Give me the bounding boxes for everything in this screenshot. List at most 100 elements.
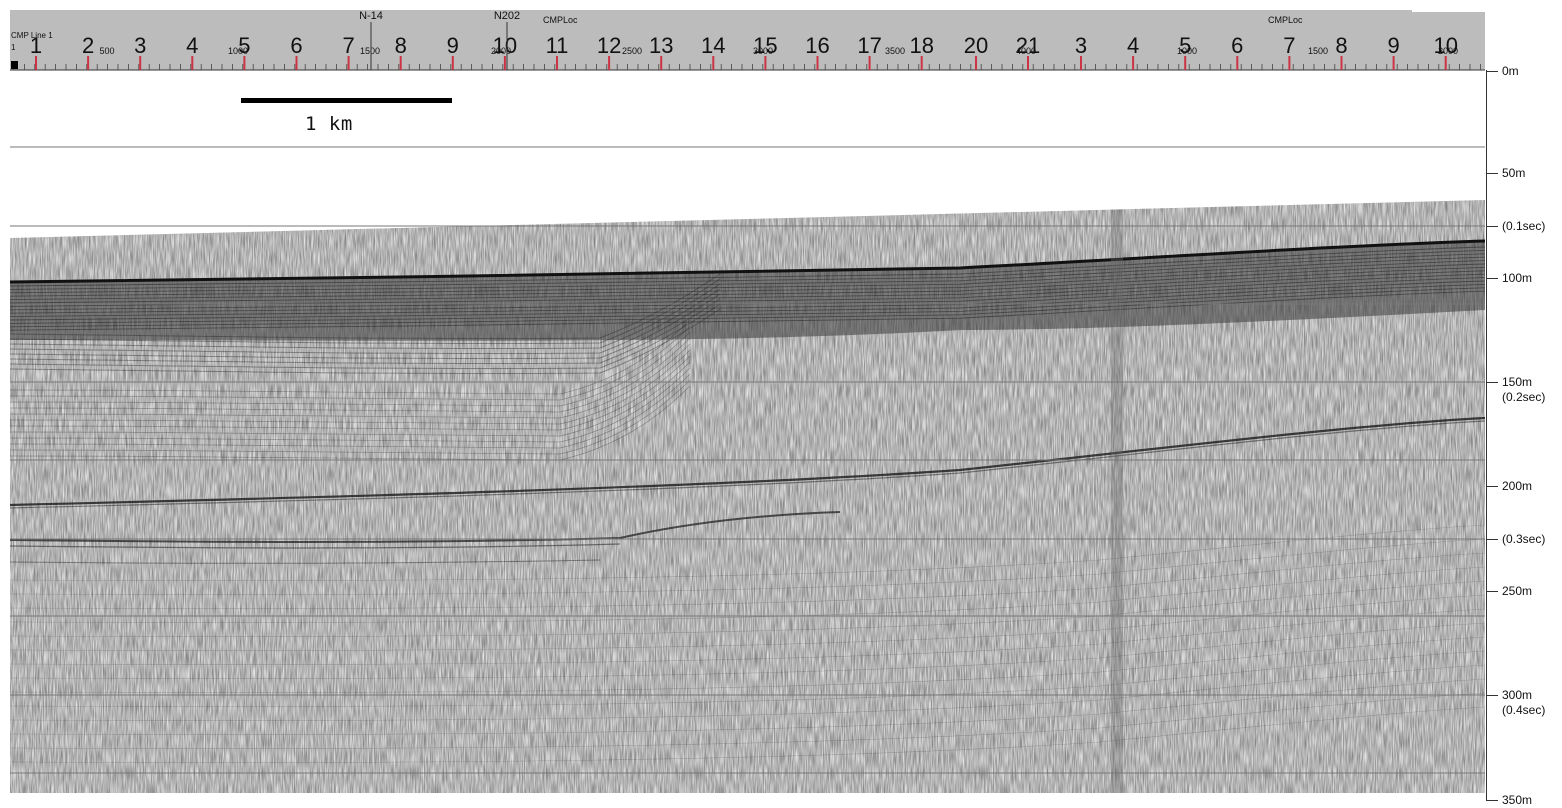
header-background: [10, 10, 1485, 70]
reflector: [10, 678, 1485, 735]
reflector: [10, 580, 1485, 637]
reflector: [10, 416, 1485, 507]
cmp-number: 1500: [1308, 46, 1328, 56]
shotpoint-number: 5: [238, 33, 250, 58]
reflector: [10, 298, 721, 365]
cmploc-label: CMPLoc: [1268, 15, 1303, 25]
shotpoint-number: 15: [753, 33, 777, 58]
depth-axis-line: [1486, 70, 1487, 800]
reflector: [10, 511, 841, 543]
cmp-number: 1000: [1177, 46, 1197, 56]
depth-axis-tick: [1486, 173, 1498, 174]
shotpoint-number: 2: [82, 33, 94, 58]
reflector: [10, 524, 1485, 581]
reflector: [10, 420, 1485, 509]
cmp-number: 3500: [885, 46, 905, 56]
shotpoint-number: 20: [964, 33, 988, 58]
cmp-number: 4000: [1016, 46, 1036, 56]
shotpoint-number: 21: [1016, 33, 1040, 58]
depth-label: 50m: [1502, 166, 1526, 180]
cmp-number: 1000: [228, 46, 248, 56]
depth-label: 250m: [1502, 584, 1533, 598]
reflector: [10, 287, 1485, 328]
shotpoint-number: 5: [1179, 33, 1191, 58]
depth-axis-tick: [1486, 226, 1498, 227]
reflector: [10, 331, 691, 407]
cmploc-label: CMPLoc: [543, 15, 578, 25]
reflector: [10, 256, 1485, 297]
reflector: [10, 273, 1485, 314]
shotpoint-number: 13: [649, 33, 673, 58]
scale-bar-line: [241, 98, 452, 103]
reflector: [10, 270, 1485, 311]
shotpoint-number: 10: [493, 33, 517, 58]
shotpoint-number: 3: [1075, 33, 1087, 58]
reflector: [10, 538, 1485, 595]
depth-label: 300m: [1502, 688, 1533, 702]
reflector: [10, 692, 1485, 749]
depth-axis-tick: [1486, 486, 1498, 487]
depth-axis-tick: [1486, 278, 1498, 279]
shotpoint-number: 3: [134, 33, 146, 58]
cmp-number: 500: [99, 46, 114, 56]
reflector: [10, 263, 1485, 304]
shotpoint-number: 7: [1283, 33, 1295, 58]
shotpoint-number: 4: [1127, 33, 1139, 58]
line-label: CMP Line 1: [11, 31, 53, 40]
shotpoint-number: 8: [1335, 33, 1347, 58]
reflector: [10, 325, 691, 401]
crossing-line-label: N-14: [359, 10, 383, 22]
reflector: [10, 608, 1485, 665]
vertical-noise-stripe: [1111, 205, 1123, 793]
reflector: [10, 280, 1485, 321]
shotpoint-number: 10: [1433, 33, 1457, 58]
depth-label: 200m: [1502, 479, 1533, 493]
reflector: [10, 319, 691, 395]
reflector: [10, 303, 721, 370]
cmp-number: 1500: [360, 46, 380, 56]
seismic-reflections: [10, 200, 1485, 793]
seafloor-reflector: [10, 239, 1485, 284]
shotpoint-number: 7: [342, 33, 354, 58]
shotpoint-number: 9: [1387, 33, 1399, 58]
reflector: [10, 379, 691, 455]
depth-axis-tick: [1486, 695, 1498, 696]
cmp-header-ruler: 1 2 3 4 5 6 7 8 9 10 11 12 13 14 15 16 17 18 20 21 3 4 5 6 7 8 9 10…: [10, 8, 1485, 71]
cmp-number: 2000: [1438, 46, 1458, 56]
shotpoint-number: 8: [395, 33, 407, 58]
twt-label: (0.3sec): [1502, 532, 1546, 546]
depth-label: 350m: [1502, 793, 1533, 807]
depth-axis-tick: [1486, 539, 1498, 540]
cmp-number: 2500: [622, 46, 642, 56]
depth-axis-tick: [1486, 800, 1498, 801]
reflector: [10, 361, 691, 437]
scale-bar-label: 1 km: [305, 113, 353, 135]
twt-label: (0.1sec): [1502, 219, 1546, 233]
line-start-marker: [11, 61, 18, 69]
reflector: [10, 385, 691, 461]
shotpoint-number: 14: [701, 33, 725, 58]
reflector: [10, 559, 601, 564]
shotpoint-number: 1: [30, 33, 42, 58]
reflector: [10, 337, 691, 413]
line-sub-label: 1: [11, 43, 16, 52]
shotpoint-number: 18: [909, 33, 933, 58]
reflector: [10, 566, 1485, 623]
reflector: [10, 260, 1485, 301]
crossing-line-label: N202: [494, 10, 520, 22]
reflector: [10, 293, 721, 360]
reflector: [10, 664, 1485, 721]
depth-axis-tick: [1486, 71, 1498, 72]
reflector: [10, 594, 1485, 651]
reflector: [10, 253, 1485, 294]
reflector: [10, 278, 721, 345]
depth-label: 0m: [1502, 64, 1519, 78]
reflector: [10, 290, 1485, 331]
twt-label: (0.4sec): [1502, 703, 1546, 717]
shotpoint-number: 6: [290, 33, 302, 58]
reflector: [10, 308, 721, 375]
reflector: [10, 288, 721, 355]
reflector: [10, 373, 691, 449]
